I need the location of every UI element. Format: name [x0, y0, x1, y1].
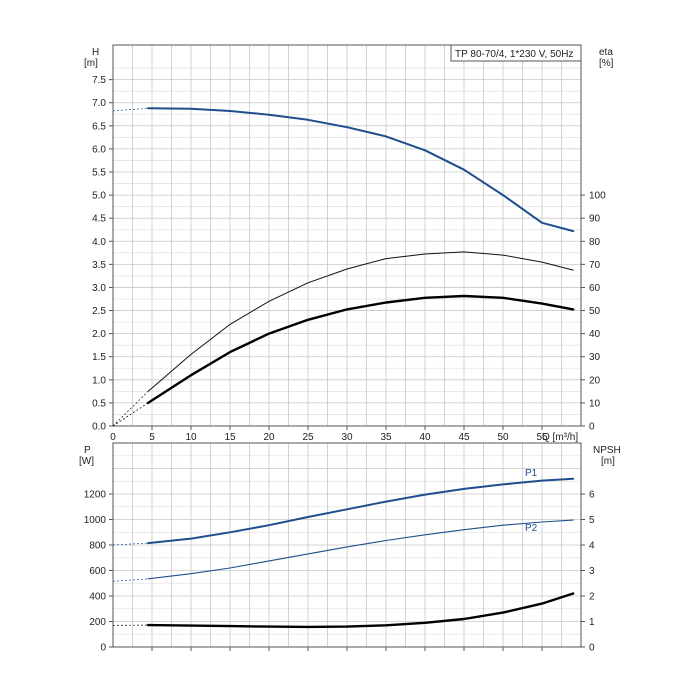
x-tick-label: 10 — [185, 432, 197, 443]
right-tick-label: 80 — [589, 237, 601, 248]
x-tick-label: 50 — [497, 432, 509, 443]
left-tick-label: 3.0 — [92, 283, 106, 294]
right-tick-label: 5 — [589, 515, 595, 526]
npsh-axis-unit: [m] — [601, 456, 615, 467]
left-tick-label: 1.0 — [92, 375, 106, 386]
right-tick-label: 0 — [589, 643, 595, 654]
left-tick-label: 0.0 — [92, 422, 106, 433]
q-axis-label: Q [m³/h] — [542, 432, 578, 443]
top-grid — [113, 45, 581, 426]
right-tick-label: 40 — [589, 329, 601, 340]
x-tick-label: 30 — [341, 432, 353, 443]
x-tick-label: 25 — [302, 432, 314, 443]
series-line — [146, 592, 575, 629]
left-tick-label: 0 — [100, 643, 106, 654]
left-tick-label: 4.0 — [92, 237, 106, 248]
left-tick-label: 5.0 — [92, 191, 106, 202]
right-tick-label: 4 — [589, 541, 595, 552]
p-axis-label: P — [84, 445, 91, 456]
series-line — [146, 294, 575, 405]
chart-title: TP 80-70/4, 1*230 V, 50Hz — [455, 49, 573, 60]
top-x-ticks: 0 5 10 15 20 25 30 35 40 45 50 55 — [110, 426, 548, 443]
left-tick-label: 3.5 — [92, 260, 106, 271]
x-tick-label: 35 — [380, 432, 392, 443]
x-tick-label: 40 — [419, 432, 431, 443]
series-extrapolation-line — [112, 391, 149, 427]
x-tick-label: 20 — [263, 432, 275, 443]
x-tick-label: 0 — [110, 432, 116, 443]
left-tick-label: 1.5 — [92, 352, 106, 363]
p1-series-label: P1 — [525, 468, 538, 479]
left-tick-label: 400 — [89, 592, 106, 603]
x-tick-label: 55 — [536, 432, 548, 443]
series-line — [147, 477, 575, 545]
bottom-grid — [113, 443, 581, 647]
left-tick-label: 6.5 — [92, 121, 106, 132]
series-extrapolation-line — [112, 107, 149, 112]
left-tick-label: 800 — [89, 541, 106, 552]
right-tick-label: 100 — [589, 191, 606, 202]
left-tick-label: 6.0 — [92, 144, 106, 155]
left-tick-label: 5.5 — [92, 168, 106, 179]
top-series — [112, 107, 575, 427]
right-tick-label: 30 — [589, 352, 601, 363]
npsh-axis-label: NPSH — [593, 445, 621, 456]
right-tick-label: 1 — [589, 617, 595, 628]
x-tick-label: 5 — [149, 432, 155, 443]
left-tick-label: 7.0 — [92, 98, 106, 109]
right-tick-label: 2 — [589, 592, 595, 603]
h-axis-label: H — [92, 47, 99, 58]
left-tick-label: 1000 — [84, 515, 107, 526]
left-tick-label: 2.5 — [92, 306, 106, 317]
left-tick-label: 0.5 — [92, 398, 106, 409]
right-tick-label: 10 — [589, 398, 601, 409]
eta-axis-unit: [%] — [599, 58, 614, 69]
top-right-ticks: 0 10 20 30 40 50 60 70 80 90 100 — [581, 191, 606, 433]
left-tick-label: 2.0 — [92, 329, 106, 340]
series-line — [147, 107, 575, 233]
left-tick-label: 4.5 — [92, 214, 106, 225]
right-tick-label: 70 — [589, 260, 601, 271]
left-tick-label: 1200 — [84, 490, 107, 501]
x-tick-label: 15 — [224, 432, 236, 443]
series-extrapolation-line — [112, 578, 149, 582]
left-tick-label: 200 — [89, 617, 106, 628]
right-tick-label: 90 — [589, 214, 601, 225]
bottom-left-ticks: 0 200 400 600 800 1000 1200 — [84, 490, 113, 654]
series-line — [147, 519, 574, 580]
right-tick-label: 50 — [589, 306, 601, 317]
power-npsh-panel: 0 200 400 600 800 1000 1200 0 1 2 3 4 5 6 P [W] NPSH… — [79, 442, 621, 654]
p2-series-label: P2 — [525, 523, 538, 534]
right-tick-label: 0 — [589, 422, 595, 433]
x-tick-label: 45 — [458, 432, 470, 443]
series-extrapolation-line — [112, 402, 149, 427]
eta-axis-label: eta — [599, 47, 613, 58]
series-extrapolation-line — [112, 542, 149, 546]
p-axis-unit: [W] — [79, 456, 94, 467]
bottom-right-ticks: 0 1 2 3 4 5 6 — [581, 490, 595, 654]
title-box — [450, 44, 582, 62]
bottom-series — [112, 477, 575, 651]
series-line — [147, 251, 574, 392]
right-tick-label: 3 — [589, 566, 595, 577]
left-tick-label: 7.5 — [92, 75, 106, 86]
right-tick-label: 20 — [589, 375, 601, 386]
left-tick-label: 600 — [89, 566, 106, 577]
right-tick-label: 60 — [589, 283, 601, 294]
right-tick-label: 6 — [589, 490, 595, 501]
h-axis-unit: [m] — [84, 58, 98, 69]
top-left-ticks: 0.0 0.5 1.0 1.5 2.0 2.5 3.0 3.5 4.0 4.5 5.0 5.5 6.0 6… — [92, 75, 113, 433]
head-efficiency-panel: 0.0 0.5 1.0 1.5 2.0 2.5 3.0 3.5 4.0 4.5 5.0 5.5 6.0 6… — [84, 44, 614, 443]
